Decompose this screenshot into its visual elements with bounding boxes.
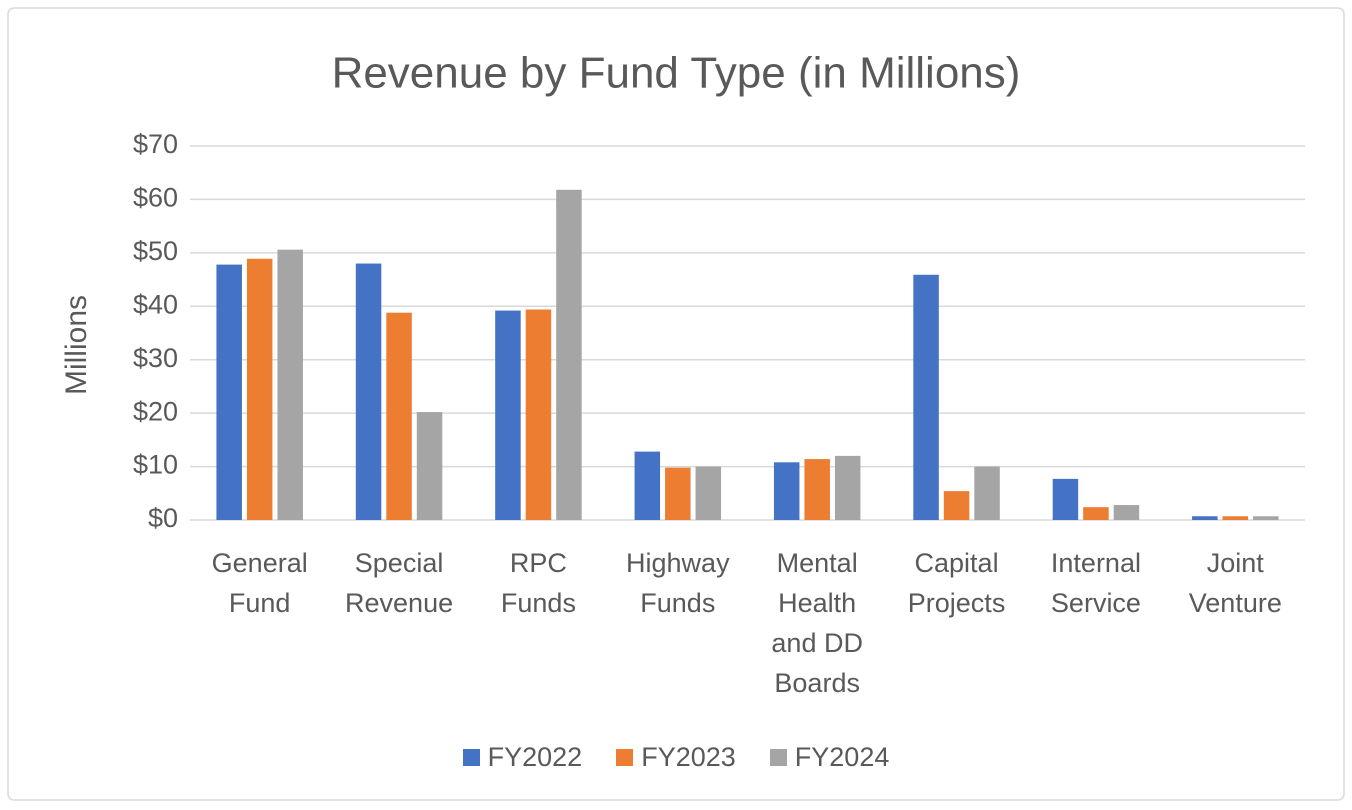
bar xyxy=(495,310,521,520)
legend-item: FY2024 xyxy=(769,742,890,773)
y-tick-label: $20 xyxy=(133,396,178,426)
legend-swatch xyxy=(462,749,480,766)
bar xyxy=(804,459,830,520)
y-axis-label: Millions xyxy=(60,295,93,395)
bar xyxy=(1113,505,1140,520)
bar xyxy=(974,466,1000,520)
chart-title: Revenue by Fund Type (in Millions) xyxy=(332,49,1021,98)
bar xyxy=(665,467,691,520)
bar xyxy=(355,263,382,520)
x-tick-label: Mental Health and DD Boards xyxy=(771,548,863,698)
chart-border xyxy=(7,7,1345,801)
x-tick-label: Internal Service xyxy=(1050,548,1141,618)
bar xyxy=(1052,478,1079,520)
y-tick-label: $50 xyxy=(133,236,178,266)
bar xyxy=(943,491,970,520)
x-tick-label: General Fund xyxy=(211,548,308,618)
y-tick-label: $60 xyxy=(133,183,178,213)
y-tick-label: $0 xyxy=(148,503,178,533)
bar xyxy=(695,466,722,520)
bar xyxy=(216,264,242,520)
x-tick-label: Joint Venture xyxy=(1188,548,1282,618)
y-tick-label: $40 xyxy=(133,289,178,319)
bar xyxy=(277,249,303,520)
bar xyxy=(913,274,939,520)
bar xyxy=(246,258,273,520)
legend-label: FY2023 xyxy=(641,742,736,772)
bar xyxy=(1253,516,1279,520)
x-tick-label: Special Revenue xyxy=(345,548,454,618)
legend: FY2022 FY2023 FY2024 xyxy=(0,742,1352,773)
legend-item: FY2022 xyxy=(462,742,583,773)
bar xyxy=(1083,507,1109,520)
bar xyxy=(386,312,412,520)
bar xyxy=(634,451,661,520)
bar xyxy=(1192,516,1218,520)
x-tick-label: RPC Funds xyxy=(500,548,576,618)
legend-item: FY2023 xyxy=(616,742,736,773)
legend-label: FY2024 xyxy=(794,742,890,772)
y-tick-label: $30 xyxy=(133,343,178,373)
bar xyxy=(834,455,861,520)
bar xyxy=(773,462,800,520)
legend-label: FY2022 xyxy=(487,742,583,772)
bar xyxy=(1222,516,1249,520)
x-tick-label: Highway Funds xyxy=(626,548,730,618)
bar xyxy=(416,412,443,520)
x-tick-label: Capital Projects xyxy=(907,548,1006,618)
y-tick-label: $70 xyxy=(133,129,178,159)
legend-swatch xyxy=(616,749,634,766)
legend-swatch xyxy=(769,749,787,766)
bar xyxy=(556,189,582,520)
y-tick-label: $10 xyxy=(133,450,178,480)
bar xyxy=(525,309,552,520)
